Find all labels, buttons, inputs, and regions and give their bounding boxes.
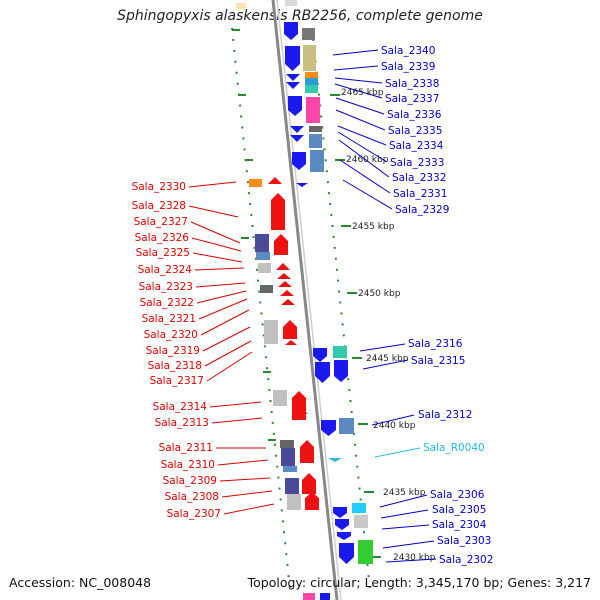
kbp-label: 2435 kbp <box>383 488 426 498</box>
gene-label-reverse: Sala_2311 <box>159 442 213 454</box>
reverse-gene-glyphs <box>236 3 319 510</box>
gene-label-forward: Sala_2332 <box>392 172 446 184</box>
forward-gene-labels: Sala_2340 Sala_2339 Sala_2338 Sala_2337 … <box>381 45 493 566</box>
kbp-label: 2440 kbp <box>373 421 416 431</box>
gene-label-reverse: Sala_2308 <box>165 491 219 503</box>
gene-label-forward: Sala_2304 <box>432 519 487 531</box>
reverse-leaders <box>188 181 275 515</box>
reverse-gene-labels: Sala_2330 Sala_2328 Sala_2327 Sala_2326 … <box>132 181 221 520</box>
accession-text: Accession: NC_008048 <box>9 575 152 590</box>
kbp-label: 2445 kbp <box>366 354 409 364</box>
gene-label-reverse: Sala_2328 <box>132 200 186 212</box>
gene-label-reverse: Sala_2314 <box>153 401 208 413</box>
gene-label-reverse: Sala_2318 <box>148 360 202 372</box>
forward-labels <box>332 49 437 563</box>
gene-label-forward: Sala_2334 <box>389 140 444 152</box>
gene-label-forward: Sala_2339 <box>381 61 435 73</box>
gene-label-forward: Sala_2312 <box>418 409 472 421</box>
map-title: Sphingopyxis alaskensis RB2256, complete… <box>117 8 483 24</box>
gene-label-forward: Sala_2331 <box>393 188 447 200</box>
gene-label-reverse: Sala_2321 <box>142 313 196 325</box>
gene-label-forward: Sala_2316 <box>408 338 463 350</box>
genome-summary-text: Topology: circular; Length: 3,345,170 bp… <box>247 575 591 590</box>
gene-label-reverse: Sala_2327 <box>134 216 188 228</box>
forward-gene-glyphs <box>284 0 373 600</box>
gene-label-forward: Sala_2305 <box>432 504 486 516</box>
gene-label-forward: Sala_2336 <box>387 109 442 121</box>
gene-label-reverse: Sala_2307 <box>167 508 221 520</box>
gene-label-forward: Sala_2329 <box>395 204 449 216</box>
kbp-label: 2450 kbp <box>358 289 401 299</box>
gene-label-rna: Sala_R0040 <box>423 442 485 454</box>
kbp-label: 2460 kbp <box>346 155 389 165</box>
kbp-label: 2465 kbp <box>341 88 384 98</box>
genome-backbone-shadow <box>276 0 342 600</box>
gene-label-reverse: Sala_2322 <box>140 297 194 309</box>
gene-label-reverse: Sala_2320 <box>144 329 198 341</box>
gene-label-reverse: Sala_2310 <box>161 459 215 471</box>
gene-label-forward: Sala_2315 <box>411 355 465 367</box>
gene-label-forward: Sala_2306 <box>430 489 485 501</box>
gene-label-forward: Sala_2303 <box>437 535 491 547</box>
gene-label-reverse: Sala_2309 <box>163 475 217 487</box>
kbp-label: 2430 kbp <box>393 553 436 563</box>
gene-label-reverse: Sala_2319 <box>146 345 200 357</box>
gene-label-forward: Sala_2340 <box>381 45 435 57</box>
gene-label-forward: Sala_2335 <box>388 125 442 137</box>
gene-label-reverse: Sala_2330 <box>132 181 186 193</box>
gene-label-forward: Sala_2337 <box>385 93 439 105</box>
gene-label-reverse: Sala_2324 <box>138 264 193 276</box>
gene-label-forward: Sala_2333 <box>390 157 444 169</box>
gene-label-reverse: Sala_2326 <box>135 232 190 244</box>
gene-label-reverse: Sala_2325 <box>136 247 190 259</box>
gene-label-reverse: Sala_2313 <box>155 417 209 429</box>
genome-backbone <box>271 0 339 600</box>
kbp-label: 2455 kbp <box>352 222 395 232</box>
gene-label-forward: Sala_2302 <box>439 554 493 566</box>
gene-label-forward: Sala_2338 <box>385 78 439 90</box>
gene-label-reverse: Sala_2323 <box>139 281 193 293</box>
kbp-labels: 2465 kbp 2460 kbp 2455 kbp 2450 kbp 2445… <box>341 88 436 563</box>
gene-label-reverse: Sala_2317 <box>150 375 204 387</box>
